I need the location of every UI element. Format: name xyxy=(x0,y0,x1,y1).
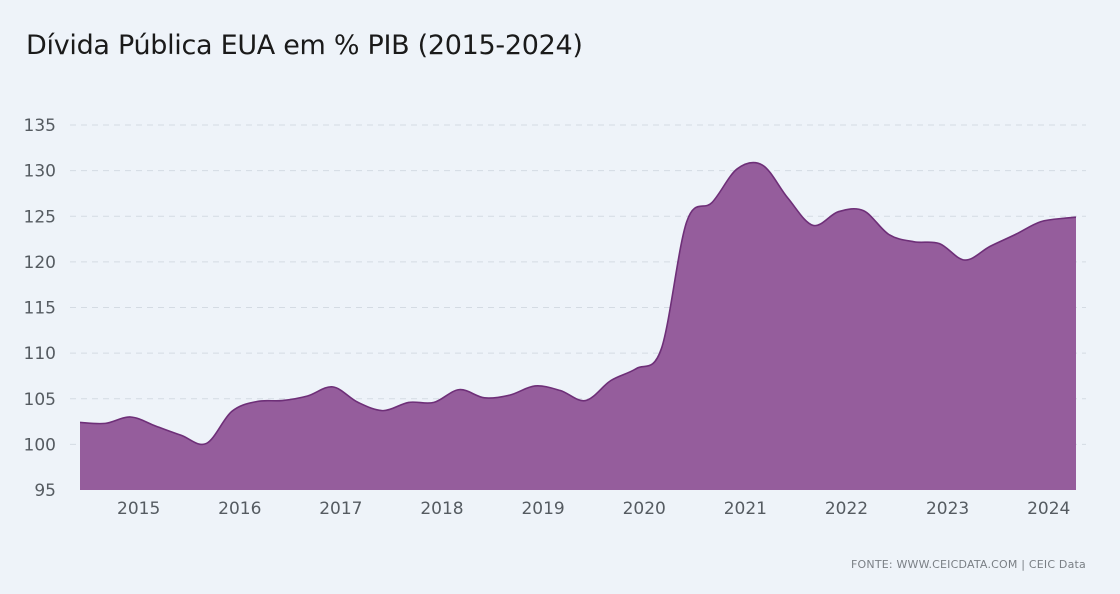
x-tick-label: 2019 xyxy=(521,499,564,519)
x-tick-label: 2018 xyxy=(420,499,463,519)
x-tick-label: 2023 xyxy=(926,499,969,519)
y-tick-label: 125 xyxy=(24,207,56,227)
y-tick-label: 135 xyxy=(24,116,56,136)
series-area xyxy=(79,161,1077,490)
y-tick-label: 115 xyxy=(24,299,56,319)
x-tick-label: 2017 xyxy=(319,499,362,519)
x-tick-label: 2015 xyxy=(117,499,160,519)
y-tick-label: 130 xyxy=(24,162,56,182)
source-note: FONTE: WWW.CEICDATA.COM | CEIC Data xyxy=(851,558,1086,571)
y-tick-label: 100 xyxy=(24,435,56,455)
x-tick-label: 2021 xyxy=(724,499,767,519)
x-tick-label: 2024 xyxy=(1027,499,1070,519)
x-axis-tick-labels: 2015 2016 2017 2018 2019 2020 2021 2022 2023 2024 xyxy=(117,499,1070,519)
x-tick-label: 2022 xyxy=(825,499,868,519)
x-tick-label: 2020 xyxy=(623,499,666,519)
y-tick-label: 105 xyxy=(24,390,56,410)
chart-title: Dívida Pública EUA em % PIB (2015-2024) xyxy=(26,30,583,61)
series-line xyxy=(79,161,1077,446)
y-axis-tick-labels: 95 100 105 110 115 120 125 130 135 xyxy=(24,116,56,501)
y-tick-label: 95 xyxy=(34,481,56,501)
area-fill xyxy=(80,162,1076,490)
x-tick-label: 2016 xyxy=(218,499,261,519)
y-tick-label: 110 xyxy=(24,344,56,364)
y-tick-label: 120 xyxy=(24,253,56,273)
